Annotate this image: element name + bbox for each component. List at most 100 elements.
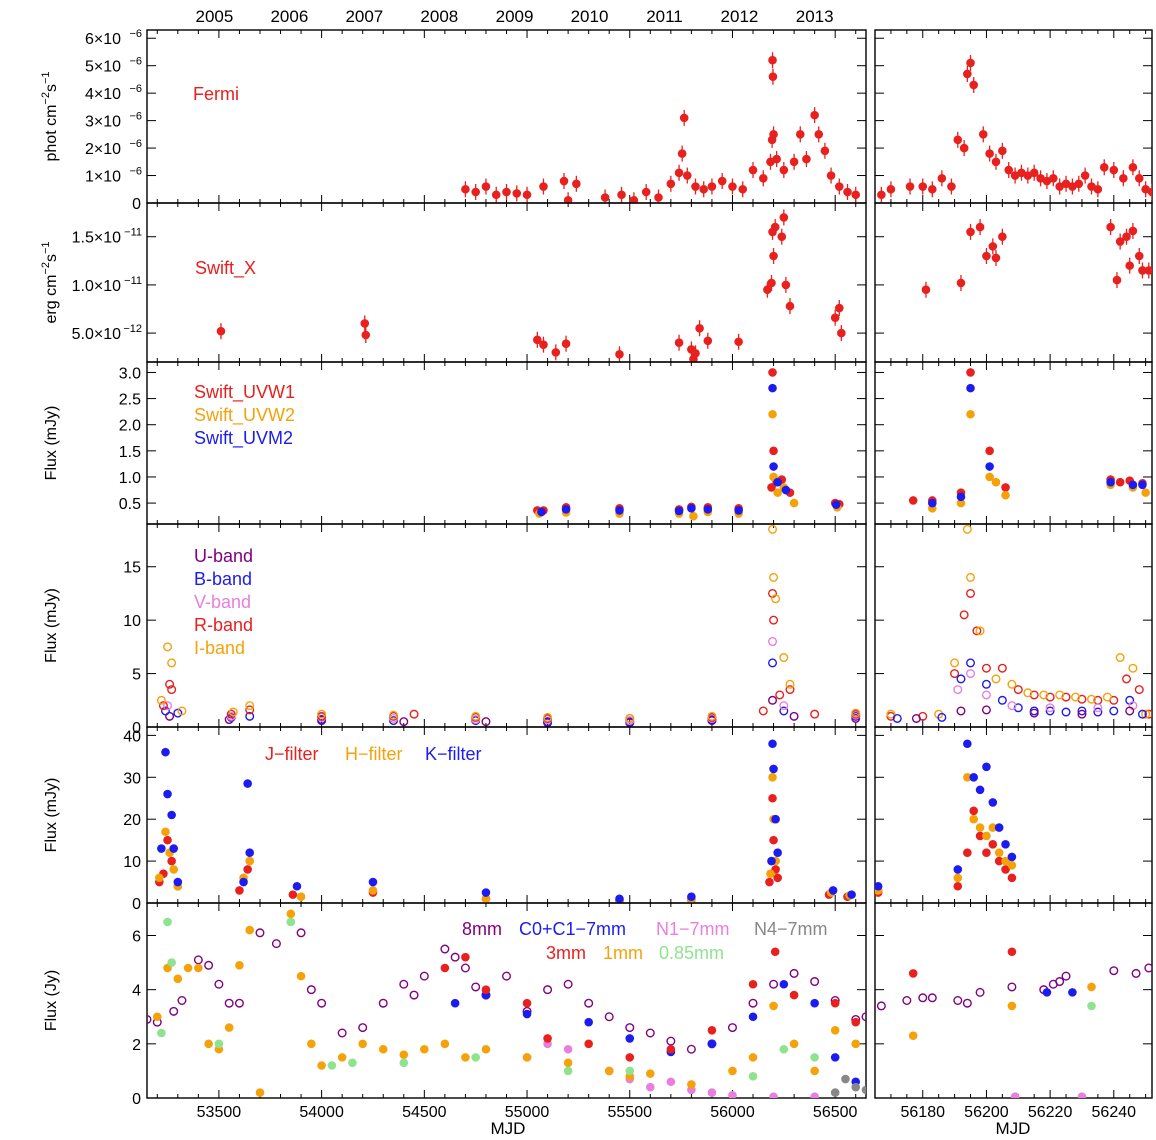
- data-point-fermi: [629, 195, 639, 203]
- zoom-data-point: [972, 626, 982, 636]
- data-point-1mm: [245, 925, 255, 935]
- data-point-fermi: [682, 171, 692, 180]
- zoom-data-point: [1144, 266, 1152, 275]
- zoom-data-point: [1134, 685, 1144, 695]
- zoom-data-point: [1106, 222, 1115, 232]
- data-point-8mm: [471, 982, 481, 992]
- zoom-data-point: [1087, 694, 1097, 704]
- data-point-v-band: [163, 701, 173, 711]
- data-point-k-filter: [767, 856, 776, 866]
- data-point-swift-uvm2: [703, 505, 713, 514]
- data-point-1mm: [420, 1044, 429, 1054]
- zoom-data-point: [1093, 703, 1103, 713]
- data-point-8mm: [686, 1044, 696, 1054]
- data-point-8mm: [419, 971, 429, 981]
- year-label: 2007: [345, 7, 383, 26]
- x-axis-label-right: MJD: [996, 1119, 1031, 1138]
- zoom-data-point: [1115, 653, 1125, 663]
- data-point-k-filter: [161, 747, 170, 757]
- x-tick-label: 54000: [299, 1104, 344, 1121]
- zoom-data-point: [966, 658, 976, 668]
- data-point-n1-7mm: [707, 1088, 717, 1097]
- data-point-fermi: [728, 182, 737, 191]
- data-point-fermi: [679, 113, 689, 123]
- zoom-data-point: [1055, 690, 1065, 700]
- zoom-data-point: [966, 368, 975, 377]
- data-point-1mm: [317, 1061, 326, 1070]
- data-point-fermi: [851, 190, 861, 200]
- data-point-1mm: [224, 1023, 234, 1032]
- y-tick-label-exponent: −12: [123, 323, 142, 335]
- zoom-data-point: [975, 626, 985, 636]
- zoom-data-point: [956, 674, 966, 684]
- data-point-1mm: [563, 1058, 573, 1068]
- data-point-h-filter: [169, 865, 179, 874]
- data-point-8mm: [306, 985, 316, 995]
- data-point-k-filter: [243, 779, 252, 788]
- zoom-data-point: [908, 1031, 918, 1041]
- zoom-data-point: [1029, 168, 1039, 178]
- data-point-fermi: [789, 157, 799, 167]
- zoom-data-point: [927, 993, 937, 1003]
- zoom-data-point: [1128, 663, 1138, 673]
- data-point-8mm: [727, 1023, 737, 1033]
- data-point-fermi: [502, 187, 511, 197]
- x-tick-label: 55500: [608, 1104, 653, 1121]
- zoom-data-point: [1007, 982, 1017, 992]
- data-point-swift-uvw1: [768, 368, 777, 377]
- data-point-1mm: [810, 1066, 819, 1076]
- panel-radio: 0 2 4 6 Flux (Jy) 8mm C0+C1−7mm N1−7mm N4−7mm 3mm…: [43, 902, 1153, 1108]
- data-point-fermi: [677, 149, 687, 158]
- y-tick-label-exponent: −11: [124, 227, 142, 239]
- y-tick-label: 30: [123, 770, 141, 787]
- data-point-k-filter: [768, 739, 777, 749]
- data-point-h-filter: [155, 873, 164, 883]
- series-label: Swift_X: [195, 258, 256, 279]
- data-point-8mm: [604, 1012, 614, 1022]
- zoom-data-point: [1112, 275, 1122, 285]
- right-zoom-data: [908, 368, 1150, 513]
- zoom-data-point: [982, 848, 991, 858]
- data-point-8mm: [224, 998, 234, 1008]
- data-point-k-filter: [368, 877, 378, 887]
- zoom-data-point: [1001, 856, 1010, 866]
- zoom-data-point: [1122, 232, 1131, 242]
- data-point-8mm: [789, 968, 799, 978]
- data-point-fermi: [691, 182, 700, 191]
- data-point-fermi: [600, 193, 610, 202]
- series-label: H−filter: [345, 744, 403, 764]
- data-point-8mm: [255, 928, 265, 938]
- data-point-swift-x: [769, 251, 778, 261]
- data-point-3mm: [830, 998, 840, 1008]
- data-point-b-band: [779, 706, 789, 716]
- zoom-data-point: [1102, 692, 1112, 702]
- zoom-data-point: [1068, 988, 1077, 997]
- zoom-data-point: [886, 184, 896, 194]
- data-point-h-filter: [766, 869, 775, 878]
- zoom-data-point: [1109, 706, 1119, 716]
- data-point-3mm: [748, 979, 758, 989]
- zoom-data-point: [1134, 173, 1144, 183]
- data-point-fermi: [641, 187, 651, 197]
- zoom-data-point: [1134, 251, 1144, 261]
- series-label: 3mm: [546, 943, 586, 963]
- data-point-1mm: [183, 963, 193, 973]
- data-point-fermi: [481, 182, 491, 191]
- data-point-fermi: [674, 168, 684, 178]
- data-point-1mm: [440, 1039, 450, 1049]
- data-point-0-85mm: [399, 1058, 409, 1068]
- y-tick-label: 3.0: [119, 365, 141, 382]
- data-point-u-band: [399, 717, 409, 727]
- zoom-data-point: [1007, 873, 1017, 883]
- zoom-data-point: [1039, 690, 1049, 700]
- zoom-data-point: [1141, 709, 1151, 719]
- right-zoom-data: [886, 524, 1152, 723]
- data-point-v-band: [779, 701, 789, 711]
- data-point-r-band: [165, 679, 175, 689]
- data-point-3mm: [522, 998, 532, 1008]
- zoom-data-point: [1061, 707, 1071, 717]
- zoom-data-point: [1093, 184, 1103, 194]
- data-point-i-band: [163, 642, 173, 652]
- data-point-8mm: [810, 977, 820, 987]
- data-point-1mm: [851, 1039, 861, 1049]
